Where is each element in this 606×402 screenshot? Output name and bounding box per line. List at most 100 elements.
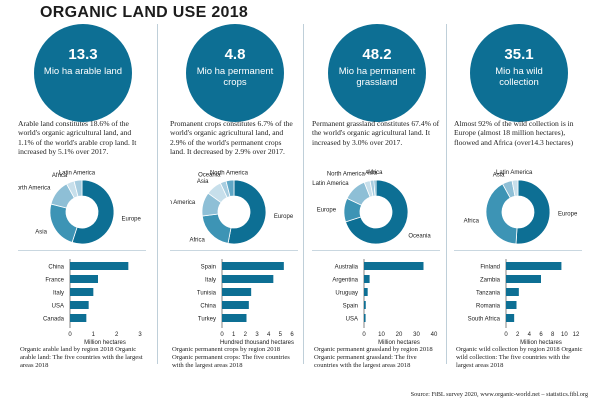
slice-asia [49, 203, 78, 243]
x-tick-label: 10 [561, 332, 568, 338]
x-tick-label: 3 [255, 332, 259, 338]
bar-chart: China France Italy USA Canada 0 1 2 3 Million hec… [43, 259, 142, 345]
bar-zambia [506, 275, 541, 283]
bar-category-label: Australia [335, 265, 359, 271]
bar-south-africa [506, 314, 515, 322]
x-tick-label: 5 [279, 332, 283, 338]
description: Permanent grassland constitutes 67.4% of… [312, 119, 440, 147]
slice-label: Asia [35, 229, 47, 235]
divider [312, 250, 440, 251]
x-axis-label: Hundred thousand hectares [220, 340, 294, 345]
slice-label: Latin America [496, 170, 533, 176]
bar-chart: Spain Italy Tunisia China Turkey 0 1 2 3 4 5 6 Hundr… [197, 259, 294, 345]
slice-label: Europe [558, 211, 578, 217]
bar-category-label: China [48, 265, 64, 271]
bar-italy [222, 275, 274, 283]
bar-romania [506, 301, 517, 309]
slice-label: Oceania [408, 234, 431, 240]
page-title: ORGANIC LAND USE 2018 [40, 4, 249, 21]
bar-category-label: Zambia [480, 278, 501, 284]
x-tick-label: 8 [551, 332, 555, 338]
bar-category-label: Finland [480, 265, 500, 271]
bar-category-label: Tunisia [197, 291, 217, 297]
bar-category-label: Italy [205, 278, 216, 284]
x-tick-label: 6 [539, 332, 543, 338]
slice-north-america [225, 179, 235, 197]
caption: Organic arable land by region 2018 Organ… [20, 346, 143, 369]
bar-finland [506, 262, 562, 270]
slice-label: Latin America [312, 181, 349, 187]
x-tick-label: 0 [362, 332, 366, 338]
x-tick-label: 4 [267, 332, 271, 338]
x-axis-label: Million hectares [84, 340, 126, 345]
x-tick-label: 40 [431, 332, 438, 338]
x-axis-label: Million hectares [520, 340, 562, 345]
slice-africa [201, 213, 232, 244]
slice-label: Africa [464, 219, 480, 225]
slice-label: Africa [367, 170, 383, 176]
stat-value: 4.8 [224, 46, 246, 63]
x-tick-label: 3 [138, 332, 142, 338]
slice-africa [485, 183, 518, 245]
caption: Organic wild collection by region 2018 O… [456, 346, 583, 369]
bar-category-label: Romania [476, 304, 501, 310]
slice-oceania [345, 179, 409, 245]
x-tick-label: 30 [413, 332, 420, 338]
bar-usa [364, 314, 366, 322]
bar-canada [70, 314, 87, 322]
x-tick-label: 0 [504, 332, 508, 338]
donut-chart: Oceania Europe Latin America North America A… [312, 170, 431, 245]
bar-category-label: Uruguay [335, 291, 358, 297]
slice-latin-america [511, 179, 519, 197]
column-divider [303, 24, 304, 364]
bar-category-label: Argentina [332, 278, 358, 284]
bar-spain [364, 301, 366, 309]
slice-africa [373, 179, 377, 197]
divider [454, 250, 582, 251]
stat-circle: 35.1 Mio ha wild collection [470, 24, 568, 122]
slice-label: Latin America [59, 170, 96, 176]
x-tick-label: 0 [68, 332, 72, 338]
bar-category-label: USA [346, 317, 358, 323]
x-tick-label: 20 [396, 332, 403, 338]
x-tick-label: 2 [516, 332, 520, 338]
slice-label: North America [210, 170, 249, 176]
bar-category-label: Spain [201, 265, 216, 271]
stat-circle: 48.2 Mio ha permanent grassland [328, 24, 426, 122]
bar-argentina [364, 275, 370, 283]
stat-circle: 13.3 Mio ha arable land [34, 24, 132, 122]
bar-france [70, 275, 98, 283]
slice-label: Europe [122, 216, 142, 222]
stat-value: 48.2 [362, 46, 392, 63]
x-tick-label: 10 [378, 332, 385, 338]
bar-category-label: Turkey [198, 317, 216, 323]
stat-value: 13.3 [68, 46, 98, 63]
slice-label: Africa [52, 173, 68, 179]
x-tick-label: 12 [573, 332, 580, 338]
bar-uruguay [364, 288, 368, 296]
bar-category-label: Tanzania [476, 291, 501, 297]
bar-turkey [222, 314, 247, 322]
bar-chart: Finland Zambia Tanzania Romania South Africa… [468, 259, 580, 345]
slice-label: Africa [189, 237, 205, 243]
caption: Organic permanent crops by region 2018 O… [172, 346, 290, 369]
bar-tanzania [506, 288, 519, 296]
source-note: Source: FiBL survey 2020, www.organic-wo… [410, 391, 588, 398]
bar-tunisia [222, 288, 252, 296]
caption: Organic permanent grassland by region 20… [314, 346, 433, 369]
slice-label: North America [327, 172, 366, 178]
slice-label: Europe [274, 214, 294, 220]
column-divider [157, 24, 158, 364]
column-divider [446, 24, 447, 364]
slice-label: Asia [365, 170, 377, 176]
slice-europe [71, 179, 115, 245]
bar-china [222, 301, 249, 309]
bar-category-label: South Africa [468, 317, 501, 323]
slice-label: Asia [197, 179, 209, 185]
x-tick-label: 2 [115, 332, 119, 338]
description: Almost 92% of the wild collection is in … [454, 119, 574, 147]
bar-usa [70, 301, 89, 309]
bar-china [70, 262, 129, 270]
bar-chart: Australia Argentina Uruguay Spain USA 0 10 20 30… [332, 259, 438, 345]
